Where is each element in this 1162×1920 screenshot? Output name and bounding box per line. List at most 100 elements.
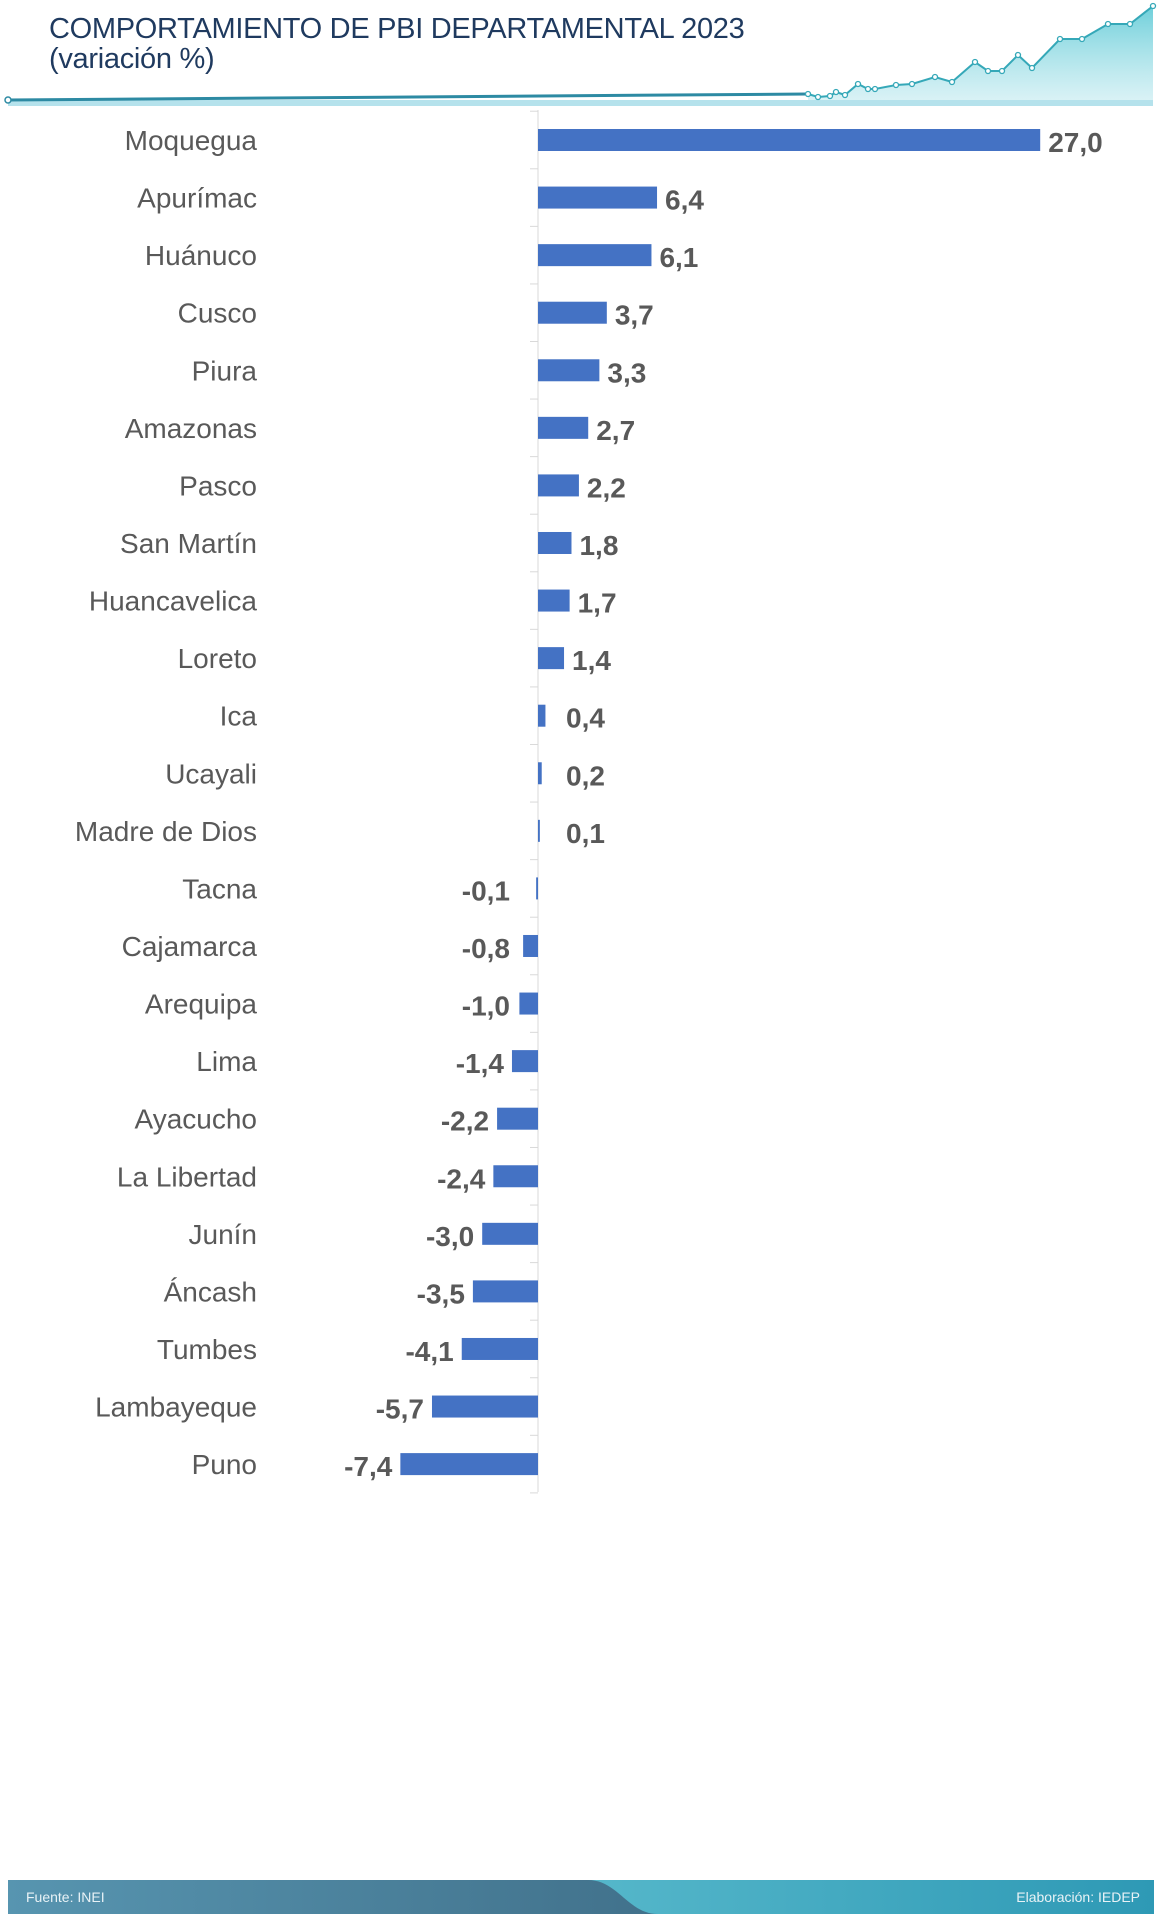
- bar: [497, 1107, 538, 1130]
- sparkline-dot: [841, 91, 849, 99]
- category-label: Junín: [189, 1219, 258, 1250]
- data-label: 1,8: [579, 530, 618, 561]
- data-label: 2,2: [587, 472, 626, 503]
- bar: [538, 301, 607, 324]
- data-label: 27,0: [1048, 127, 1103, 158]
- bar: [538, 762, 542, 785]
- sparkline-dot: [908, 80, 916, 88]
- sparkline-dot: [1078, 35, 1086, 43]
- data-label: 3,7: [615, 300, 654, 331]
- data-label: -2,4: [437, 1163, 486, 1194]
- category-label: Cusco: [178, 298, 257, 329]
- sparkline-area: [808, 6, 1153, 100]
- category-label: Ayacucho: [135, 1104, 257, 1135]
- data-label: -0,8: [462, 933, 510, 964]
- category-label: Lima: [196, 1046, 257, 1077]
- category-label: Tumbes: [157, 1334, 257, 1365]
- category-label: Áncash: [164, 1276, 257, 1307]
- data-label: -5,7: [376, 1394, 424, 1425]
- data-label: -4,1: [405, 1336, 453, 1367]
- category-label: Pasco: [179, 470, 257, 501]
- data-label: -2,2: [441, 1106, 489, 1137]
- sparkline-dot: [1014, 51, 1022, 59]
- sparkline-dot: [854, 80, 862, 88]
- category-label: Apurímac: [137, 183, 257, 214]
- bar: [519, 992, 538, 1015]
- sparkline-dot: [864, 85, 872, 93]
- bar: [538, 244, 652, 267]
- header-decoration: [4, 2, 1157, 106]
- bar: [538, 704, 546, 727]
- chart-title: COMPORTAMIENTO DE PBI DEPARTAMENTAL 2023…: [49, 13, 745, 75]
- sparkline-dot: [1028, 64, 1036, 72]
- data-label: 0,2: [566, 760, 605, 791]
- header-underline: [8, 100, 1153, 106]
- sparkline-dot: [998, 67, 1006, 75]
- sparkline-dot: [826, 92, 834, 100]
- bar: [472, 1280, 538, 1303]
- data-label: 3,3: [607, 357, 646, 388]
- category-label: Huancavelica: [89, 586, 258, 617]
- bar: [493, 1165, 538, 1188]
- data-label: -7,4: [344, 1451, 393, 1482]
- sparkline-dots: [804, 2, 1157, 101]
- category-label: Ucayali: [165, 758, 257, 789]
- bar: [538, 186, 658, 209]
- data-label: -1,0: [462, 991, 510, 1022]
- data-label: -1,4: [456, 1048, 505, 1079]
- sparkline-dot: [1056, 35, 1064, 43]
- bar: [400, 1453, 538, 1476]
- source-note: Fuente: INEI: [26, 1889, 105, 1905]
- data-label: -0,1: [462, 875, 510, 906]
- bar: [431, 1395, 538, 1418]
- footer-bar: Fuente: INEI Elaboración: IEDEP: [8, 1880, 1154, 1914]
- sparkline-dot: [971, 58, 979, 66]
- sparkline-dot: [1149, 2, 1157, 10]
- bar: [523, 934, 538, 957]
- category-label: La Libertad: [117, 1161, 257, 1192]
- header-line: [7, 92, 809, 102]
- sparkline-dot: [804, 90, 812, 98]
- category-label: San Martín: [120, 528, 257, 559]
- bar: [538, 819, 540, 842]
- title-line-2: (variación %): [49, 43, 215, 75]
- category-label: Puno: [192, 1449, 257, 1480]
- data-label: 0,4: [566, 703, 605, 734]
- bar: [461, 1337, 538, 1360]
- bar: [538, 647, 565, 670]
- category-label: Tacna: [182, 873, 257, 904]
- sparkline-dot: [814, 93, 822, 101]
- data-label: 6,4: [665, 185, 704, 216]
- data-label: 2,7: [596, 415, 635, 446]
- bar: [538, 531, 572, 554]
- bar: [538, 474, 579, 497]
- category-label: Arequipa: [145, 989, 258, 1020]
- sparkline: [807, 5, 1154, 99]
- sparkline-dot: [1104, 20, 1112, 28]
- data-label: 0,1: [566, 818, 605, 849]
- sparkline-dot: [892, 81, 900, 89]
- category-label: Moquegua: [125, 125, 258, 156]
- sparkline-dot: [832, 88, 840, 96]
- bar: [511, 1050, 538, 1073]
- bar: [538, 416, 589, 439]
- sparkline-dot: [871, 85, 879, 93]
- sparkline-dot: [984, 67, 992, 75]
- category-label: Huánuco: [145, 240, 257, 271]
- title-line-1: COMPORTAMIENTO DE PBI DEPARTAMENTAL 2023: [49, 13, 745, 45]
- bar: [538, 589, 570, 612]
- category-label: Loreto: [178, 643, 257, 674]
- bar: [536, 877, 538, 900]
- data-label: 1,7: [578, 588, 617, 619]
- category-label: Cajamarca: [122, 931, 258, 962]
- category-label: Piura: [192, 355, 258, 386]
- bar: [482, 1222, 538, 1245]
- data-label: -3,0: [426, 1221, 474, 1252]
- category-label: Amazonas: [125, 413, 257, 444]
- data-label: 6,1: [659, 242, 698, 273]
- sparkline-dot: [948, 78, 956, 86]
- category-label: Lambayeque: [95, 1392, 257, 1423]
- data-label: 1,4: [572, 645, 611, 676]
- bar: [538, 129, 1041, 151]
